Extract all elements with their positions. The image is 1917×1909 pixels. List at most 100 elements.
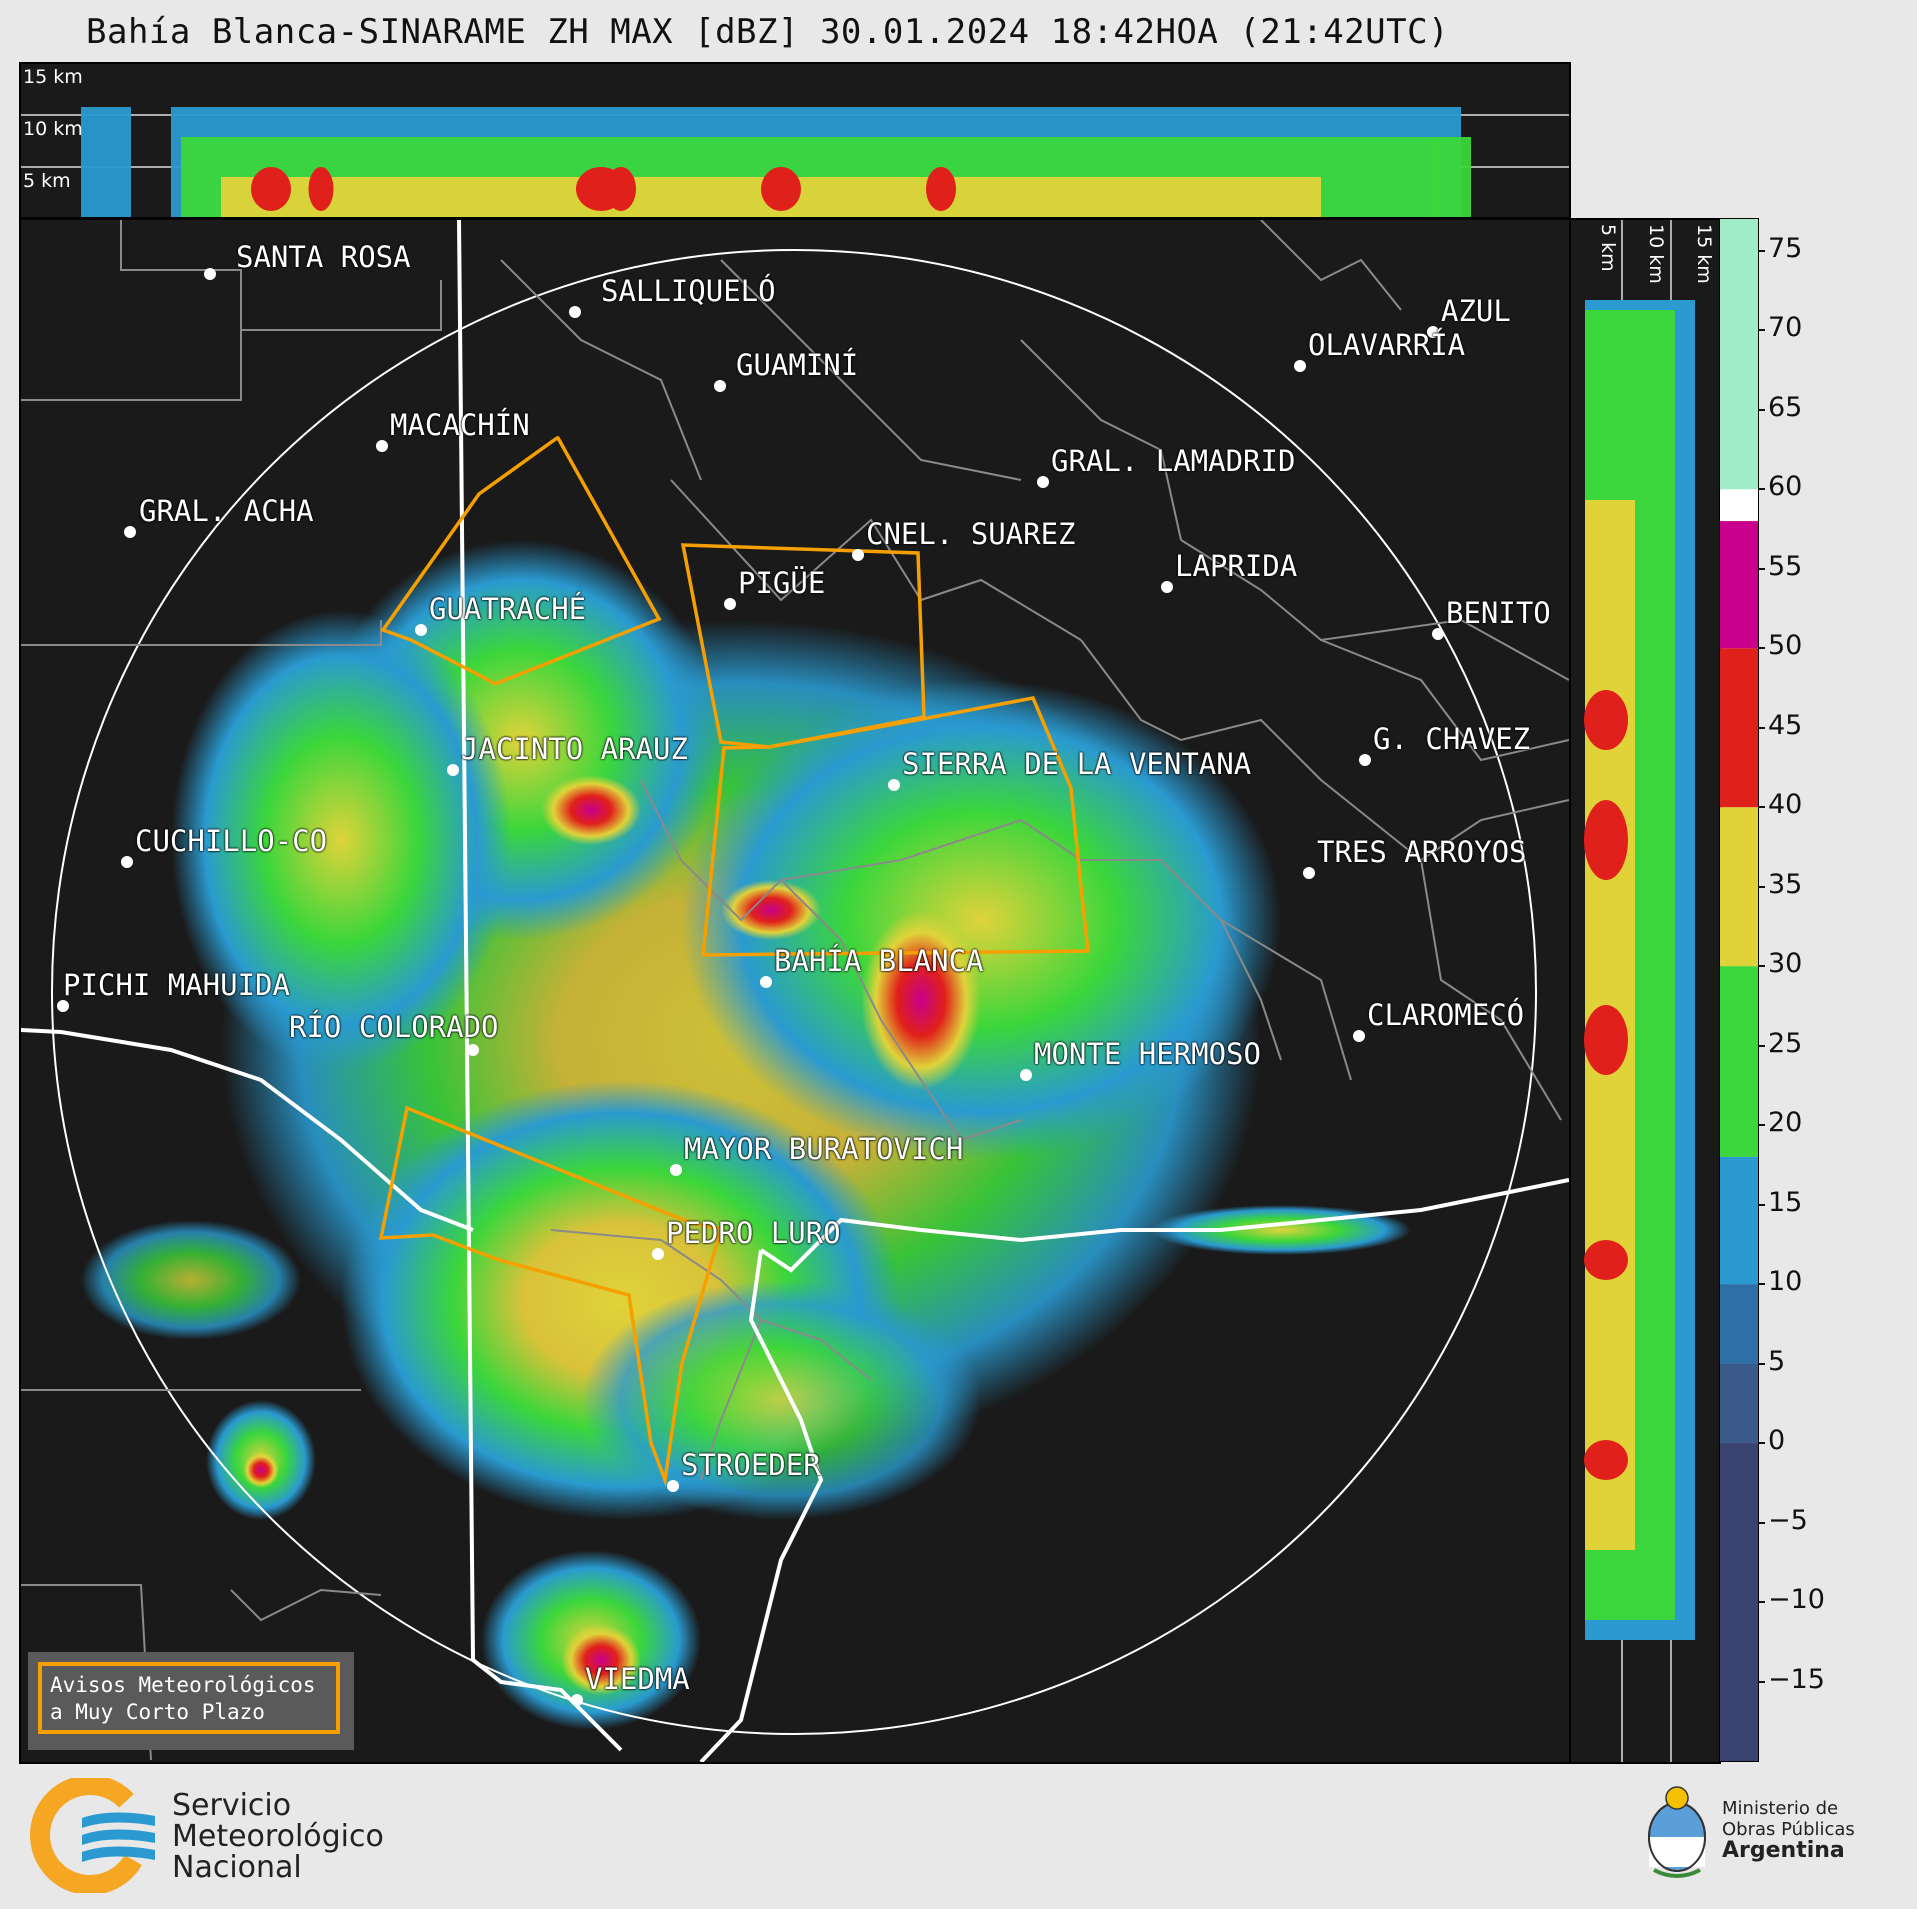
city-label: RÍO COLORADO [289,1010,499,1044]
city-label: CNEL. SUAREZ [866,517,1076,551]
city-dot [760,976,772,988]
smn-logo-icon [30,1778,155,1893]
colorbar-tick-label: 75 [1768,232,1803,264]
smn-line-1: Servicio [172,1788,292,1823]
colorbar-tick-mark [1758,567,1765,570]
city-dot [852,549,864,561]
city-label: MAYOR BURATOVICH [684,1132,964,1166]
colorbar-tick-mark [1758,1203,1765,1206]
colorbar-tick-mark [1758,1283,1765,1286]
legend-line-1: Avisos Meteorológicos [50,1673,316,1697]
city-dot [376,440,388,452]
department-borders [21,219,1570,1761]
city-dot [1161,581,1173,593]
city-dot [1359,754,1371,766]
city-label: LAPRIDA [1175,549,1298,583]
side-height-profile: 5 km 10 km 15 km [1569,218,1721,1764]
city-label: TRES ARROYOS [1317,835,1527,869]
colorbar [1719,218,1759,1762]
colorbar-tick-label: 45 [1768,709,1803,741]
city-dot [1432,628,1444,640]
city-dot [1353,1030,1365,1042]
city-label: GRAL. ACHA [139,494,314,528]
colorbar-tick-label: 40 [1768,789,1803,821]
colorbar-tick-mark [1758,726,1765,729]
warning-polygons [378,436,1090,1487]
city-dot [571,1694,583,1706]
warning-legend: Avisos Meteorológicos a Muy Corto Plazo [28,1652,354,1750]
smn-logo-text: Servicio Meteorológico Nacional [172,1790,384,1883]
city-label: GRAL. LAMADRID [1051,444,1296,478]
city-dot [569,306,581,318]
colorbar-band [1720,1284,1758,1364]
colorbar-tick-label: 5 [1768,1345,1786,1377]
city-label: MACACHÍN [390,408,530,442]
city-label: STROEDER [681,1448,821,1482]
profile-echo-core [251,167,291,211]
side-profile-echo [1584,220,1695,1762]
city-label: G. CHAVEZ [1373,722,1531,756]
city-label: CLAROMECÓ [1367,998,1525,1032]
colorbar-tick-mark [1758,1362,1765,1365]
colorbar-tick-mark [1758,408,1765,411]
legend-line-2: a Muy Corto Plazo [50,1700,265,1724]
city-dot [121,856,133,868]
city-dot [888,779,900,791]
colorbar-tick-mark [1758,806,1765,809]
city-dot [1294,360,1306,372]
city-label: MONTE HERMOSO [1034,1037,1261,1071]
colorbar-tick-mark [1758,1044,1765,1047]
colorbar-tick-mark [1758,329,1765,332]
city-label: OLAVARRÍA [1308,328,1466,362]
city-label: PICHI MAHUIDA [63,968,290,1002]
colorbar-band [1720,1443,1758,1761]
colorbar-tick-label: 0 [1768,1425,1786,1457]
colorbar-tick-label: −5 [1768,1504,1808,1536]
colorbar-tick-label: −15 [1768,1663,1825,1695]
profile-echo-core [1584,1440,1628,1480]
profile-echo-core [308,167,334,211]
top-height-label-15: 15 km [23,66,83,88]
city-label: GUATRACHÉ [429,592,587,626]
colorbar-tick-mark [1758,1124,1765,1127]
city-dot [124,526,136,538]
city-dot [1303,867,1315,879]
city-label: BAHÍA BLANCA [774,944,984,978]
side-height-label-15: 15 km [1693,224,1715,284]
top-height-profile: 15 km 10 km 5 km [19,62,1571,219]
city-label: PEDRO LURO [666,1216,841,1250]
city-markers [57,268,1444,1706]
city-label: GUAMINÍ [736,348,859,382]
profile-echo-core [1584,1005,1628,1075]
colorbar-tick-label: 10 [1768,1266,1803,1298]
chart-title: Bahía Blanca-SINARAME ZH MAX [dBZ] 30.01… [86,12,1450,52]
colorbar-band [1720,1363,1758,1444]
colorbar-tick-mark [1758,488,1765,491]
city-label: SANTA ROSA [236,240,411,274]
colorbar-gradient [1720,219,1758,1761]
radar-map-canvas [20,219,1570,1764]
ministerio-line-1: Ministerio de [1722,1798,1839,1819]
profile-echo-band [1431,137,1471,217]
colorbar-tick-mark [1758,1521,1765,1524]
colorbar-tick-mark [1758,647,1765,650]
colorbar-tick-label: 65 [1768,391,1803,423]
city-label: AZUL [1441,294,1511,328]
colorbar-tick-label: −10 [1768,1584,1825,1616]
city-label: JACINTO ARAUZ [461,732,688,766]
side-height-label-5: 5 km [1597,224,1619,272]
city-dot [447,764,459,776]
colorbar-tick-label: 15 [1768,1186,1803,1218]
colorbar-tick-mark [1758,965,1765,968]
colorbar-tick-mark [1758,1601,1765,1604]
city-label: SALLIQUELÓ [601,274,776,308]
city-dot [1427,326,1439,338]
city-label: SIERRA DE LA VENTANA [902,747,1252,781]
top-height-label-10: 10 km [23,118,83,140]
ministerio-logo-text: Ministerio de Obras Públicas Argentina [1722,1798,1855,1862]
city-label: PIGÜE [738,566,826,600]
colorbar-tick-mark [1758,885,1765,888]
colorbar-tick-label: 70 [1768,312,1803,344]
city-dot [667,1480,679,1492]
colorbar-tick-label: 60 [1768,471,1803,503]
